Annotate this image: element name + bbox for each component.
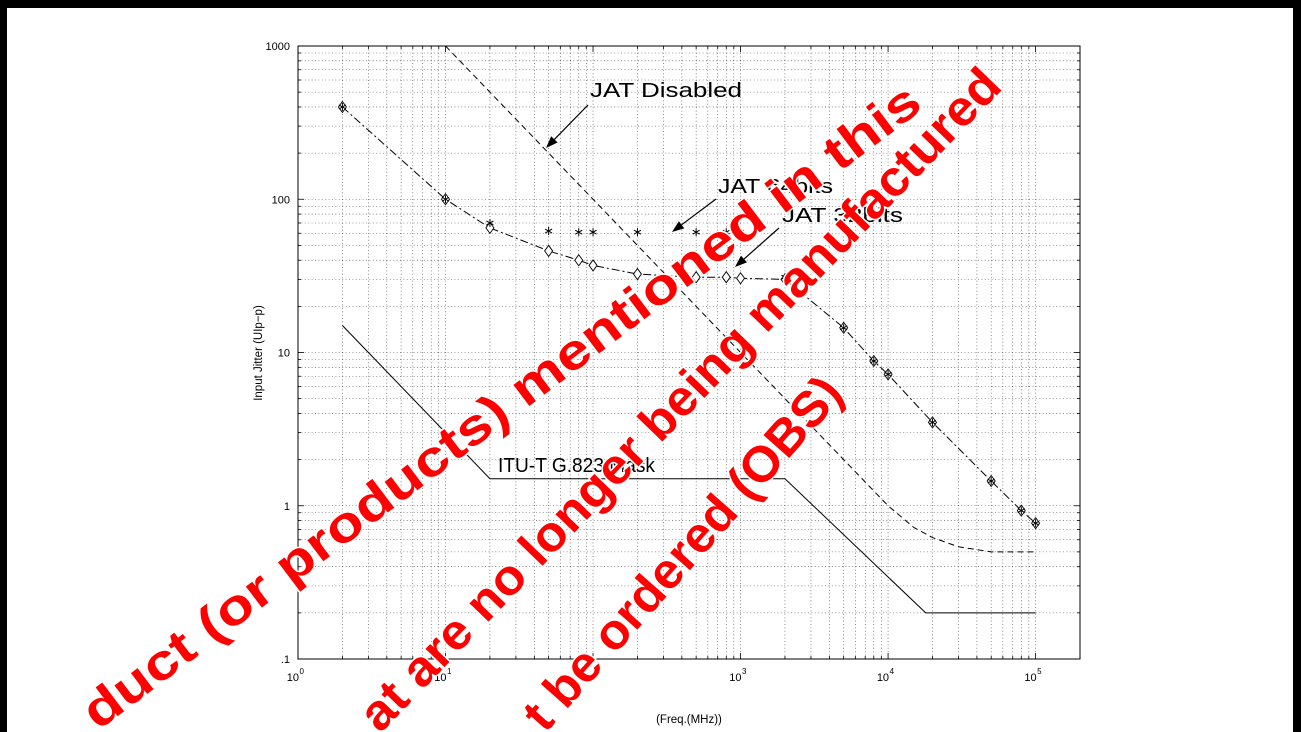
x-tick-label-base: 10 bbox=[729, 672, 741, 684]
jat-32bits-arrow-shaft bbox=[743, 227, 780, 260]
y-tick-label: 1000 bbox=[266, 41, 290, 53]
jat-64bits-point bbox=[1017, 506, 1026, 515]
asterisk-stroke bbox=[1017, 508, 1026, 514]
jat-32bits-point bbox=[574, 253, 584, 267]
jat-64bits-point bbox=[544, 227, 553, 236]
series-annotations: ITU-T G.823 Mask JAT Disabled JAT 64bits JA… bbox=[498, 80, 903, 477]
jat-64bits-arrow-head bbox=[672, 221, 685, 232]
frame-left-border bbox=[0, 0, 7, 732]
asterisk-stroke bbox=[692, 229, 700, 235]
jat-64bits-point bbox=[633, 228, 642, 237]
asterisk-stroke bbox=[870, 358, 878, 364]
x-tick-label-base: 10 bbox=[287, 672, 299, 684]
asterisk-stroke bbox=[884, 371, 892, 377]
frame-top-border bbox=[0, 0, 1301, 8]
asterisk-stroke bbox=[839, 325, 848, 331]
asterisk-stroke bbox=[928, 419, 937, 425]
jat-64bits-point bbox=[1031, 519, 1040, 528]
asterisk-stroke bbox=[338, 104, 347, 110]
x-tick-label-exponent: 1 bbox=[447, 667, 452, 676]
x-tick-label-exponent: 0 bbox=[300, 667, 305, 676]
x-tick-label-exponent: 4 bbox=[890, 667, 895, 676]
jat-64bits-point bbox=[722, 228, 731, 237]
jat-64bits-arrow-shaft bbox=[681, 198, 717, 226]
asterisk-stroke bbox=[544, 228, 553, 234]
jat-64bits-point bbox=[486, 218, 494, 227]
asterisk-stroke bbox=[633, 229, 642, 235]
jat-64bits-point bbox=[589, 228, 597, 237]
itu-t-g-823-mask-line bbox=[342, 325, 1036, 614]
jat-64bits-point bbox=[338, 102, 347, 111]
x-tick-label-base: 10 bbox=[877, 672, 889, 684]
asterisk-stroke bbox=[736, 229, 745, 235]
series-lines bbox=[342, 45, 1036, 614]
jat-64bits-point bbox=[928, 418, 937, 427]
jat-64bits-point bbox=[692, 228, 700, 237]
jat-64bits-point bbox=[441, 195, 450, 204]
jat-32bits-arrow-head bbox=[735, 255, 747, 267]
asterisk-stroke bbox=[486, 220, 494, 226]
jat-64bits-label: JAT 64bits bbox=[718, 176, 833, 198]
jat-32bits-label: JAT 32bits bbox=[782, 205, 903, 227]
asterisk-stroke bbox=[574, 229, 583, 235]
x-tick-label-base: 10 bbox=[434, 672, 446, 684]
x-tick-label-base: 10 bbox=[1024, 672, 1036, 684]
x-tick-label-exponent: 5 bbox=[1037, 667, 1042, 676]
y-axis-label: Input Jitter (UIp−p) bbox=[253, 305, 265, 401]
jat-64bits-point bbox=[781, 273, 789, 282]
asterisk-markers bbox=[338, 102, 1040, 528]
jat-disabled-label: JAT Disabled bbox=[590, 80, 742, 102]
jat-64bits-point bbox=[736, 228, 745, 237]
jat-disabled-line bbox=[445, 45, 1036, 553]
y-tick-label: .1 bbox=[281, 654, 290, 666]
asterisk-stroke bbox=[987, 478, 995, 484]
axis-ticks bbox=[297, 45, 1081, 660]
asterisk-stroke bbox=[781, 274, 789, 280]
x-axis-label: (Freq.(MHz)) bbox=[656, 714, 722, 726]
jat-32bits-point bbox=[735, 272, 746, 285]
jat-64bits-point bbox=[884, 370, 892, 379]
asterisk-stroke bbox=[589, 229, 597, 235]
jat-32bits-point bbox=[632, 267, 643, 281]
asterisk-stroke bbox=[441, 196, 450, 202]
asterisk-stroke bbox=[722, 229, 731, 235]
jat-64bits-point bbox=[987, 477, 995, 486]
x-tick-label-base: 10 bbox=[582, 672, 594, 684]
jat-64bits-point bbox=[574, 228, 583, 237]
jat-64bits-point bbox=[870, 357, 878, 366]
x-tick-label-exponent: 2 bbox=[595, 667, 600, 676]
jat-32bits-line bbox=[342, 106, 1036, 524]
jat-disabled-arrow-head bbox=[546, 136, 558, 148]
jat-32bits-point bbox=[588, 259, 598, 272]
itu-t-g-823-mask-label: ITU-T G.823 Mask bbox=[498, 455, 656, 477]
jat-32bits-point bbox=[544, 244, 554, 258]
jat-64bits-point bbox=[839, 323, 848, 332]
y-tick-label: 1 bbox=[284, 501, 290, 513]
jat-32bits-point bbox=[485, 221, 495, 235]
x-tick-label-exponent: 3 bbox=[742, 667, 747, 676]
jat-32bits-point bbox=[721, 270, 731, 284]
grid bbox=[297, 45, 1081, 660]
frame-right-border bbox=[1293, 0, 1301, 732]
y-tick-label: 10 bbox=[278, 348, 290, 360]
jat-disabled-arrow-shaft bbox=[553, 104, 589, 140]
asterisk-stroke bbox=[1031, 520, 1040, 526]
y-tick-label: 100 bbox=[272, 194, 290, 206]
jat-32bits-point bbox=[691, 270, 701, 284]
